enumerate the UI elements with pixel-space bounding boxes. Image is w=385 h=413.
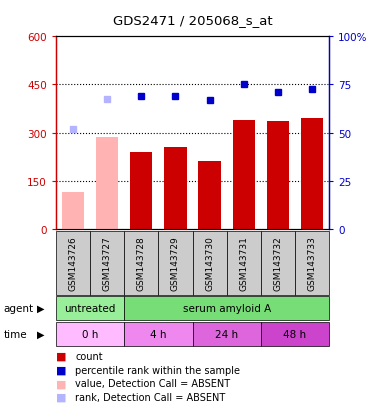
Text: GSM143732: GSM143732 xyxy=(273,236,283,291)
Bar xyxy=(261,322,329,346)
Text: 4 h: 4 h xyxy=(150,329,167,339)
Text: ■: ■ xyxy=(56,365,66,375)
Text: ▶: ▶ xyxy=(37,329,44,339)
Bar xyxy=(96,138,118,229)
Bar xyxy=(199,162,221,229)
Text: ■: ■ xyxy=(56,351,66,361)
Bar xyxy=(124,296,329,320)
Bar xyxy=(233,121,255,229)
Text: serum amyloid A: serum amyloid A xyxy=(182,303,271,313)
Text: GSM143729: GSM143729 xyxy=(171,236,180,291)
Text: 0 h: 0 h xyxy=(82,329,98,339)
Bar xyxy=(301,119,323,229)
Text: count: count xyxy=(75,351,103,361)
Bar xyxy=(130,152,152,229)
Bar xyxy=(56,296,124,320)
Text: agent: agent xyxy=(4,304,34,313)
Bar xyxy=(56,322,124,346)
Text: percentile rank within the sample: percentile rank within the sample xyxy=(75,365,240,375)
Bar xyxy=(261,231,295,295)
Text: ▶: ▶ xyxy=(37,304,44,313)
Text: GSM143727: GSM143727 xyxy=(102,236,112,291)
Bar xyxy=(267,122,289,229)
Text: 24 h: 24 h xyxy=(215,329,238,339)
Bar xyxy=(158,231,192,295)
Bar xyxy=(192,322,261,346)
Text: time: time xyxy=(4,329,27,339)
Text: value, Detection Call = ABSENT: value, Detection Call = ABSENT xyxy=(75,378,230,388)
Text: GSM143728: GSM143728 xyxy=(137,236,146,291)
Text: ■: ■ xyxy=(56,392,66,402)
Text: GDS2471 / 205068_s_at: GDS2471 / 205068_s_at xyxy=(113,14,272,27)
Bar xyxy=(295,231,329,295)
Bar xyxy=(124,231,158,295)
Text: GSM143726: GSM143726 xyxy=(69,236,77,291)
Bar xyxy=(192,231,227,295)
Text: GSM143731: GSM143731 xyxy=(239,236,248,291)
Bar xyxy=(124,322,192,346)
Bar xyxy=(164,147,186,229)
Text: ■: ■ xyxy=(56,378,66,388)
Text: GSM143733: GSM143733 xyxy=(308,236,316,291)
Text: 48 h: 48 h xyxy=(283,329,306,339)
Bar xyxy=(90,231,124,295)
Bar xyxy=(56,231,90,295)
Text: rank, Detection Call = ABSENT: rank, Detection Call = ABSENT xyxy=(75,392,225,402)
Bar xyxy=(62,192,84,229)
Text: untreated: untreated xyxy=(64,303,116,313)
Text: GSM143730: GSM143730 xyxy=(205,236,214,291)
Bar xyxy=(227,231,261,295)
